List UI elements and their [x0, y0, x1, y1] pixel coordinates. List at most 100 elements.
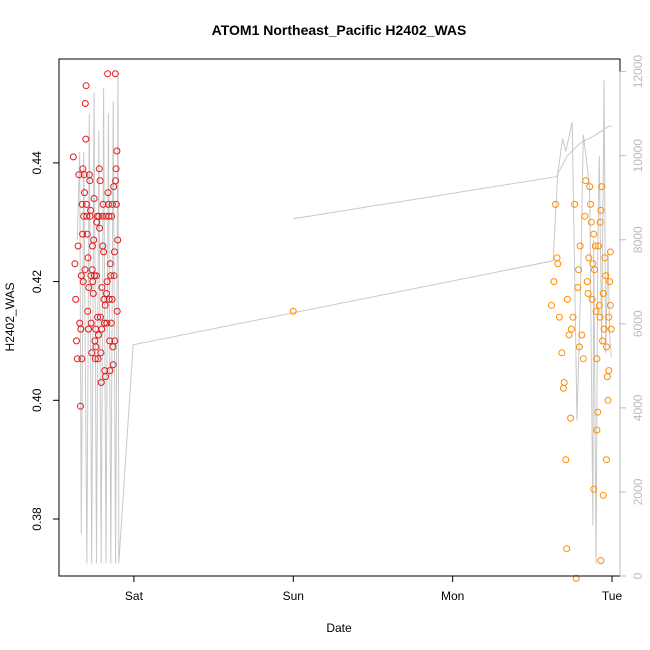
data-point-series-1 — [97, 349, 105, 357]
data-point-series-2 — [585, 254, 593, 262]
data-point-series-1 — [72, 295, 80, 303]
data-point-series-1 — [112, 200, 120, 208]
data-point-series-2 — [553, 254, 561, 262]
data-point-series-1 — [78, 355, 86, 363]
y-axis-right: 0 2000 4000 6000 8000 10000 12000 — [619, 55, 645, 579]
data-point-series-1 — [103, 278, 111, 286]
chart-title: ATOM1 Northeast_Pacific H2402_WAS — [212, 22, 467, 38]
data-point-series-2 — [596, 218, 604, 226]
data-point-series-2 — [582, 177, 590, 185]
data-point-series-1 — [77, 325, 85, 333]
data-point-series-1 — [104, 70, 112, 78]
data-point-series-2 — [565, 331, 573, 339]
data-point-series-1 — [81, 266, 89, 274]
data-point-series-1 — [88, 349, 96, 357]
data-point-series-2 — [601, 254, 609, 262]
data-point-series-1 — [103, 319, 111, 327]
data-point-series-2 — [583, 278, 591, 286]
data-point-series-2 — [595, 242, 602, 250]
data-point-series-1 — [111, 70, 119, 78]
data-point-series-1 — [96, 313, 104, 321]
data-point-series-2 — [596, 313, 604, 321]
data-point-series-1 — [94, 313, 102, 321]
data-point-series-2 — [586, 183, 594, 191]
depth-line-segment-2 — [293, 125, 612, 220]
y-axis-label: H2402_WAS — [3, 283, 17, 352]
y-tick-label: 0.38 — [30, 507, 44, 531]
data-point-series-2 — [594, 408, 602, 416]
data-point-series-2 — [597, 206, 605, 214]
data-point-series-1 — [81, 189, 88, 197]
data-point-series-2 — [552, 200, 559, 208]
data-point-series-2 — [548, 301, 555, 309]
data-point-series-1 — [91, 355, 99, 363]
data-point-series-1 — [107, 272, 115, 280]
data-point-series-2 — [605, 313, 613, 321]
data-point-series-1 — [83, 230, 91, 238]
data-point-series-1 — [92, 343, 100, 351]
data-point-series-1 — [109, 343, 117, 351]
data-point-series-2 — [560, 379, 568, 386]
data-point-series-2 — [595, 301, 603, 309]
data-point-series-2 — [603, 456, 610, 464]
data-point-series-2 — [605, 367, 613, 375]
x-tick-label: Mon — [441, 589, 464, 603]
plot-area — [58, 58, 621, 582]
x-tick-label: Sun — [283, 589, 304, 603]
data-point-series-1 — [87, 206, 95, 214]
plot-frame — [58, 58, 621, 577]
data-point-series-1 — [73, 355, 81, 363]
data-point-series-1 — [103, 290, 110, 297]
data-point-series-2 — [555, 313, 563, 321]
data-point-series-1 — [100, 248, 108, 256]
data-point-series-2 — [588, 295, 596, 303]
data-point-series-1 — [94, 355, 102, 363]
data-point-series-2 — [606, 248, 614, 256]
data-point-series-1 — [110, 272, 118, 280]
data-point-series-2 — [599, 337, 606, 345]
data-point-series-2 — [599, 491, 607, 499]
data-point-series-2 — [598, 183, 606, 191]
data-point-series-2 — [581, 212, 589, 220]
data-point-series-1 — [105, 212, 113, 220]
data-point-series-2 — [567, 325, 575, 333]
data-point-series-1 — [80, 171, 88, 179]
y-tick-label: 0.40 — [30, 388, 44, 412]
data-point-series-2 — [587, 218, 595, 226]
data-point-series-1 — [95, 212, 103, 220]
y-axis-left: 0.38 0.40 0.42 0.44 — [30, 151, 60, 531]
data-point-series-2 — [591, 242, 599, 250]
data-point-series-1 — [79, 278, 87, 286]
y2-tick-label: 12000 — [631, 55, 645, 89]
data-point-series-1 — [75, 171, 83, 179]
data-point-series-1 — [101, 301, 109, 309]
data-point-series-2 — [603, 343, 610, 351]
data-point-series-1 — [88, 266, 96, 274]
data-point-series-1 — [79, 230, 87, 238]
data-point-series-1 — [84, 254, 92, 262]
data-point-series-2 — [575, 343, 583, 351]
data-point-series-1 — [97, 379, 105, 386]
data-point-series-1 — [108, 212, 116, 220]
y2-tick-label: 10000 — [631, 139, 645, 173]
data-point-series-2 — [563, 545, 571, 553]
data-point-series-1 — [98, 212, 106, 220]
data-point-series-1 — [114, 236, 122, 244]
data-point-series-1 — [85, 284, 93, 291]
x-axis-label: Date — [326, 621, 352, 635]
data-point-series-1 — [73, 337, 80, 345]
data-point-series-2 — [559, 384, 567, 392]
data-point-series-2 — [579, 355, 587, 363]
data-point-series-1 — [82, 82, 90, 90]
data-point-series-1 — [74, 242, 82, 250]
data-point-series-2 — [606, 278, 614, 286]
data-point-series-1 — [109, 361, 117, 369]
data-point-series-2 — [606, 301, 614, 309]
y2-tick-label: 2000 — [631, 478, 645, 505]
data-point-series-1 — [104, 189, 112, 197]
data-point-series-2 — [576, 242, 584, 250]
data-point-series-2 — [590, 485, 598, 493]
data-point-series-2 — [604, 396, 612, 404]
data-point-series-1 — [85, 325, 92, 333]
data-point-series-2 — [593, 355, 601, 363]
